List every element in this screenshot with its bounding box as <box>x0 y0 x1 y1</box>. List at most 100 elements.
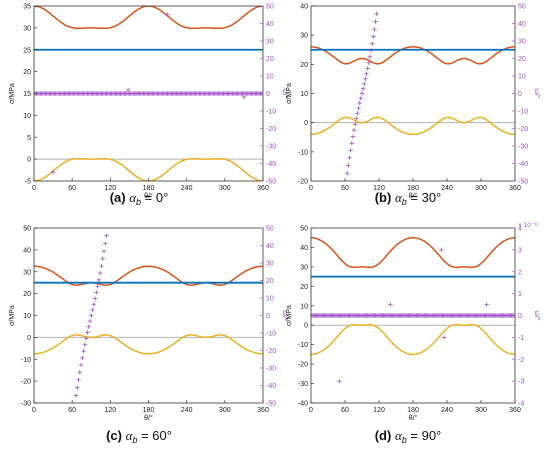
y-tick-label: 10 <box>23 113 31 120</box>
y-axis-label: σ/MPa <box>286 83 293 104</box>
omega-point <box>125 87 131 93</box>
omega-point <box>75 385 80 390</box>
omega-point <box>356 105 361 111</box>
sigma3-line <box>311 324 515 356</box>
x-tick-label: 180 <box>143 185 155 192</box>
y2-tick-label: -20 <box>266 126 276 133</box>
y-tick-label: -30 <box>298 381 308 388</box>
y2-tick-label: -10 <box>518 109 528 116</box>
x-axis-label: θ/° <box>144 192 153 200</box>
y2-tick-label: -40 <box>266 161 276 168</box>
y2-tick-label: 10 <box>266 74 274 81</box>
y2-tick-label: 50 <box>266 226 274 233</box>
omega-point <box>367 54 373 59</box>
plot-series <box>34 233 263 398</box>
omega-point <box>364 71 369 76</box>
omega-point <box>91 302 96 307</box>
omega-point <box>345 171 350 176</box>
panel-caption: (d) αb = 90° <box>375 428 442 445</box>
y-tick-label: 20 <box>23 291 31 298</box>
y-tick-label: 0 <box>27 157 31 164</box>
y2-tick-label: 40 <box>266 21 274 28</box>
x-tick-label: 60 <box>68 185 76 192</box>
panel-a: 0 60 120 180 240 300 360θ/°-505101520253035σ/M… <box>9 4 289 208</box>
omega-point <box>97 270 103 276</box>
y-tick-label: 35 <box>23 4 31 11</box>
y2-tick-label: -10 <box>266 331 276 338</box>
omega-point <box>77 370 82 375</box>
y-tick-label: 50 <box>300 226 308 233</box>
omega-point <box>241 94 247 100</box>
omega-point <box>89 313 94 318</box>
y2-tick-label: 0 <box>518 313 522 320</box>
plot-series <box>311 236 515 384</box>
panel-caption: (c) αb = 60° <box>106 428 172 445</box>
x-axis-label: θ/° <box>144 414 153 422</box>
y2-tick-label: 10 <box>518 74 526 81</box>
y2-multiplier: × 10⁻¹³ <box>518 222 539 229</box>
y2-axis-label: ω/° <box>281 310 289 320</box>
omega-point <box>101 248 107 254</box>
y-tick-label: 10 <box>300 91 308 98</box>
x-tick-label: 240 <box>441 407 453 414</box>
y-tick-label: 40 <box>300 4 308 11</box>
omega-point <box>357 100 362 106</box>
y-tick-label: -10 <box>21 357 31 364</box>
y2-tick-label: -50 <box>266 179 276 186</box>
y-axis-label: σ/MPa <box>286 305 293 326</box>
omega-point <box>103 241 108 246</box>
omega-point <box>85 330 90 335</box>
omega-point <box>165 12 170 17</box>
omega-point <box>94 290 99 295</box>
sigma3-line <box>34 157 263 181</box>
omega-point <box>346 163 351 168</box>
x-tick-label: 0 <box>32 185 36 192</box>
y-tick-label: 5 <box>27 135 31 142</box>
plot-series <box>34 6 263 181</box>
y-tick-label: 30 <box>23 269 31 276</box>
y2-tick-label: 30 <box>266 39 274 46</box>
y-tick-label: 40 <box>23 247 31 254</box>
y-tick-label: 20 <box>23 69 31 76</box>
omega-point <box>363 76 368 82</box>
x-tick-label: 300 <box>219 185 231 192</box>
y-tick-label: -20 <box>298 179 308 186</box>
omega-point <box>351 128 357 133</box>
omega-point <box>353 122 358 127</box>
omega-point <box>388 302 393 307</box>
x-tick-label: 120 <box>104 185 116 192</box>
x-tick-label: 60 <box>68 407 76 414</box>
y2-tick-label: -30 <box>266 366 276 373</box>
omega-point <box>354 116 359 121</box>
omega-point <box>350 134 356 139</box>
x-tick-label: 300 <box>219 407 231 414</box>
y-tick-label: 40 <box>300 245 308 252</box>
omega-point <box>96 277 102 283</box>
x-tick-label: 300 <box>475 407 487 414</box>
x-tick-label: 240 <box>181 407 193 414</box>
omega-point <box>368 48 374 53</box>
y-tick-label: 20 <box>300 284 308 291</box>
omega-point <box>366 60 371 65</box>
plot-area <box>311 6 515 181</box>
y2-tick-label: 40 <box>518 21 526 28</box>
omega-point <box>359 91 365 96</box>
y2-tick-label: 50 <box>266 4 274 11</box>
y2-tick-label: 1 <box>518 291 522 298</box>
x-tick-label: 240 <box>441 185 453 192</box>
y2-tick-label: -2 <box>518 357 524 364</box>
x-tick-label: 360 <box>257 407 269 414</box>
omega-point <box>365 66 370 71</box>
omega-point <box>76 377 81 383</box>
y2-tick-label: -30 <box>266 144 276 151</box>
y-tick-label: -30 <box>21 401 31 408</box>
y2-tick-label: -20 <box>266 348 276 355</box>
y-tick-label: 30 <box>23 25 31 32</box>
omega-point <box>355 111 360 116</box>
y2-tick-label: 40 <box>266 243 274 250</box>
y-tick-label: 0 <box>27 335 31 342</box>
y2-tick-label: -1 <box>518 335 524 342</box>
y2-tick-label: -30 <box>518 144 528 151</box>
x-tick-label: 120 <box>373 407 385 414</box>
x-tick-label: 120 <box>104 407 116 414</box>
